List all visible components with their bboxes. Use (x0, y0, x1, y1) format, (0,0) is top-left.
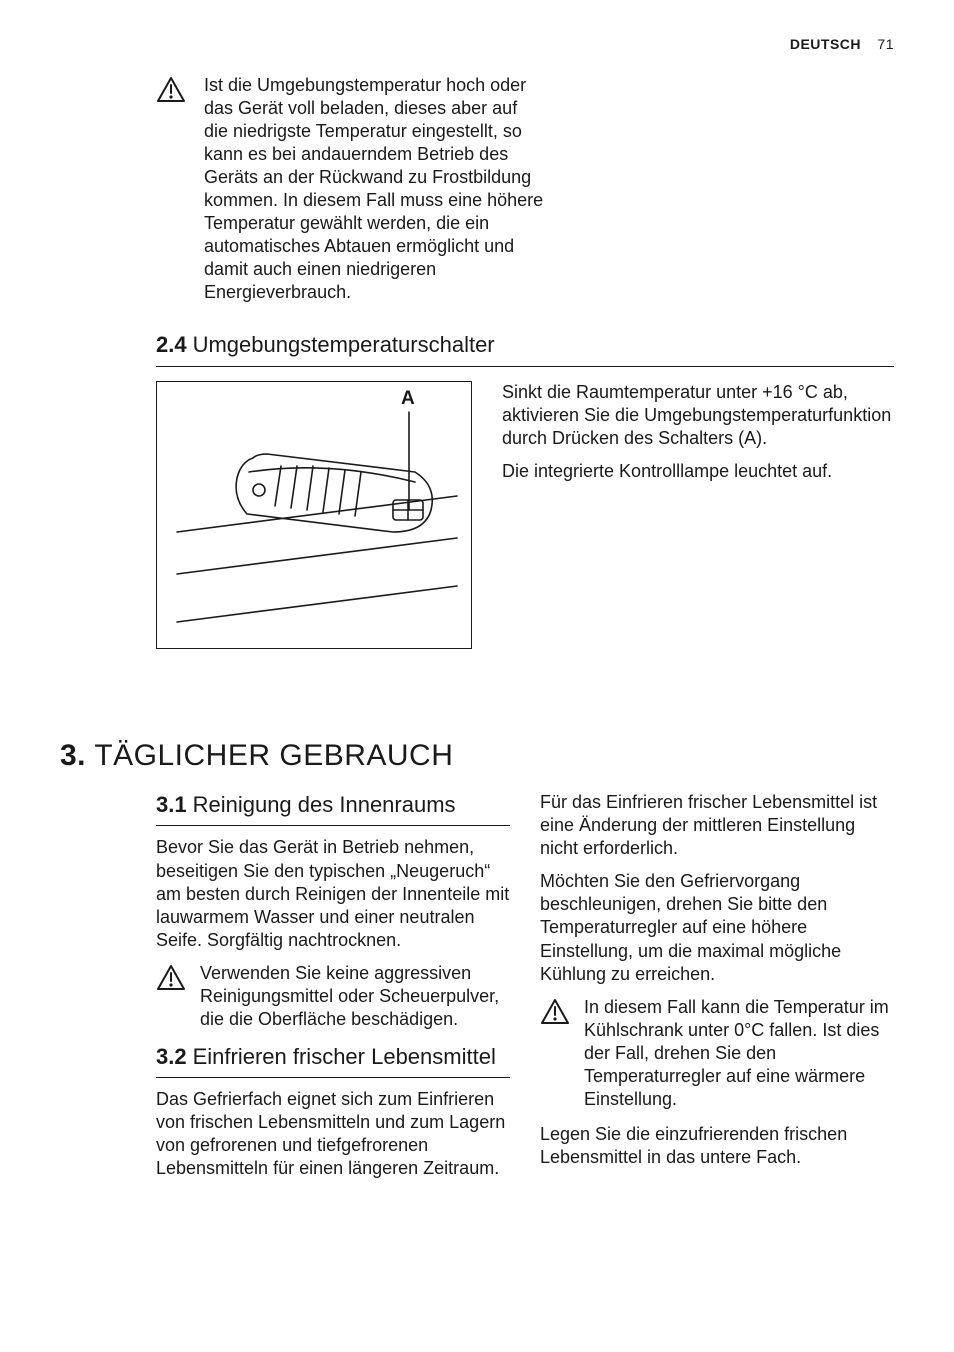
fig-text-2: Die integrierte Kontrolllampe leuchtet a… (502, 460, 894, 483)
two-column-region: 3.1Reinigung des Innenraums Bevor Sie da… (156, 791, 894, 1190)
s32-para: Das Gefrierfach eignet sich zum Einfrier… (156, 1088, 510, 1180)
figure-side-text: Sinkt die Raumtemperatur unter +16 °C ab… (502, 381, 894, 649)
section-rule (156, 1077, 510, 1078)
chapter-title: TÄGLICHER GEBRAUCH (94, 739, 453, 772)
figure-row: A (156, 381, 894, 649)
warning-icon (540, 998, 570, 1032)
right-p1: Für das Einfrieren frischer Lebensmittel… (540, 791, 894, 860)
top-warning: Ist die Umgebungstemperatur hoch oder da… (156, 74, 546, 314)
subheading-title: Einfrieren frischer Lebensmittel (193, 1044, 496, 1069)
s31-para: Bevor Sie das Gerät in Betrieb nehmen, b… (156, 836, 510, 951)
figure-box: A (156, 381, 472, 649)
right-column: Für das Einfrieren frischer Lebensmittel… (540, 791, 894, 1190)
warning-icon (156, 76, 186, 109)
header-page-number: 71 (877, 36, 894, 52)
subheading-number: 3.1 (156, 792, 187, 817)
fig-text-1: Sinkt die Raumtemperatur unter +16 °C ab… (502, 381, 894, 450)
right-warning-text: In diesem Fall kann die Temperatur im Kü… (584, 996, 894, 1111)
subheading-number: 3.2 (156, 1044, 187, 1069)
subheading-title: Umgebungstemperaturschalter (193, 332, 495, 357)
section-rule (156, 366, 894, 367)
subheading-3-1: 3.1Reinigung des Innenraums (156, 791, 510, 819)
s31-warning-text: Verwenden Sie keine aggressiven Reinigun… (200, 962, 510, 1031)
subheading-number: 2.4 (156, 332, 187, 357)
header-language: DEUTSCH (790, 36, 861, 52)
switch-illustration-icon (157, 382, 473, 650)
page: DEUTSCH 71 Ist die Umgebungstemperatur h… (0, 0, 954, 1352)
right-warning: In diesem Fall kann die Temperatur im Kü… (540, 996, 894, 1111)
top-warning-text: Ist die Umgebungstemperatur hoch oder da… (204, 74, 546, 304)
running-header: DEUTSCH 71 (60, 36, 894, 52)
s31-warning: Verwenden Sie keine aggressiven Reinigun… (156, 962, 510, 1031)
warning-icon (156, 964, 186, 998)
chapter-heading-3: 3. TÄGLICHER GEBRAUCH (60, 739, 894, 773)
right-p2: Möchten Sie den Gefriervorgang beschleun… (540, 870, 894, 985)
subheading-3-2: 3.2Einfrieren frischer Lebensmittel (156, 1043, 510, 1071)
right-p3: Legen Sie die einzufrierenden frischen L… (540, 1123, 894, 1169)
subheading-title: Reinigung des Innenraums (193, 792, 456, 817)
left-column: 3.1Reinigung des Innenraums Bevor Sie da… (156, 791, 510, 1190)
chapter-number: 3. (60, 739, 86, 772)
section-rule (156, 825, 510, 826)
subheading-2-4: 2.4Umgebungstemperaturschalter (156, 332, 894, 358)
